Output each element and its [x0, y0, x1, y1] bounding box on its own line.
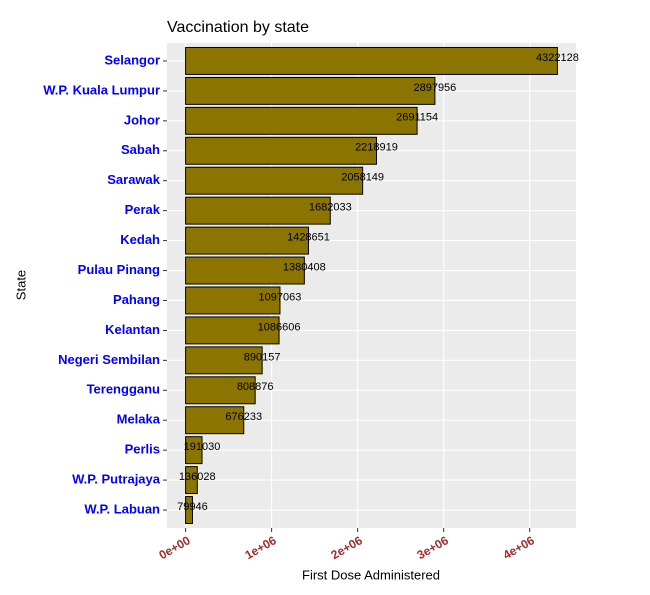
data-label: 1086606 — [258, 321, 301, 333]
bar — [185, 496, 193, 525]
data-label: 2058149 — [341, 172, 384, 184]
x-tick-label: 4e+06 — [501, 533, 537, 562]
bar — [185, 316, 280, 345]
y-tick-label: W.P. Kuala Lumpur — [43, 82, 160, 97]
data-label: 4322128 — [536, 52, 579, 64]
data-label: 2897956 — [413, 82, 456, 94]
y-tick-label: W.P. Putrajaya — [72, 472, 161, 487]
y-tick-label: Selangor — [104, 52, 160, 67]
data-label: 2218919 — [355, 142, 398, 154]
y-tick-label: Melaka — [117, 412, 161, 427]
data-label: 79946 — [177, 501, 208, 513]
y-tick-label: Terengganu — [87, 382, 160, 397]
y-tick-label: Johor — [124, 112, 160, 127]
bar — [185, 226, 309, 255]
bar — [185, 76, 436, 105]
y-tick-label: Kelantan — [105, 322, 160, 337]
bar — [185, 166, 364, 195]
x-tick-label: 3e+06 — [415, 533, 451, 562]
bar — [185, 196, 331, 225]
bar — [185, 136, 377, 165]
x-tick-label: 2e+06 — [329, 533, 365, 562]
y-tick-label: Perak — [125, 202, 161, 217]
data-label: 1682033 — [309, 202, 352, 214]
y-tick-label: Kedah — [120, 232, 160, 247]
y-tick-label: Sabah — [121, 142, 160, 157]
data-label: 1097063 — [259, 291, 302, 303]
y-tick-label: Pahang — [113, 292, 160, 307]
bar — [185, 466, 198, 495]
bar — [185, 286, 281, 315]
y-tick-label: Perlis — [125, 442, 160, 457]
y-tick-label: W.P. Labuan — [84, 501, 160, 516]
bar — [185, 106, 418, 135]
data-label: 2691154 — [396, 112, 438, 124]
bar — [185, 376, 256, 405]
y-tick-label: Negeri Sembilan — [58, 352, 160, 367]
bar — [185, 46, 558, 75]
y-axis-title: State — [13, 270, 28, 300]
y-tick-label: Sarawak — [107, 172, 161, 187]
bar — [185, 346, 263, 375]
data-label: 191030 — [184, 441, 221, 453]
x-axis-title: First Dose Administered — [302, 567, 440, 582]
data-label: 676233 — [225, 411, 262, 423]
data-label: 808876 — [237, 381, 274, 393]
x-tick-label: 0e+00 — [156, 533, 192, 562]
bar — [185, 436, 203, 465]
y-tick-label: Pulau Pinang — [78, 262, 160, 277]
bar — [185, 406, 245, 435]
x-tick-label: 1e+06 — [243, 533, 279, 562]
data-label: 1380408 — [283, 261, 326, 273]
data-label: 136028 — [179, 471, 216, 483]
data-label: 1428651 — [287, 231, 330, 243]
data-label: 890157 — [244, 351, 281, 363]
bar — [185, 256, 305, 285]
chart-title: Vaccination by state — [167, 19, 309, 36]
